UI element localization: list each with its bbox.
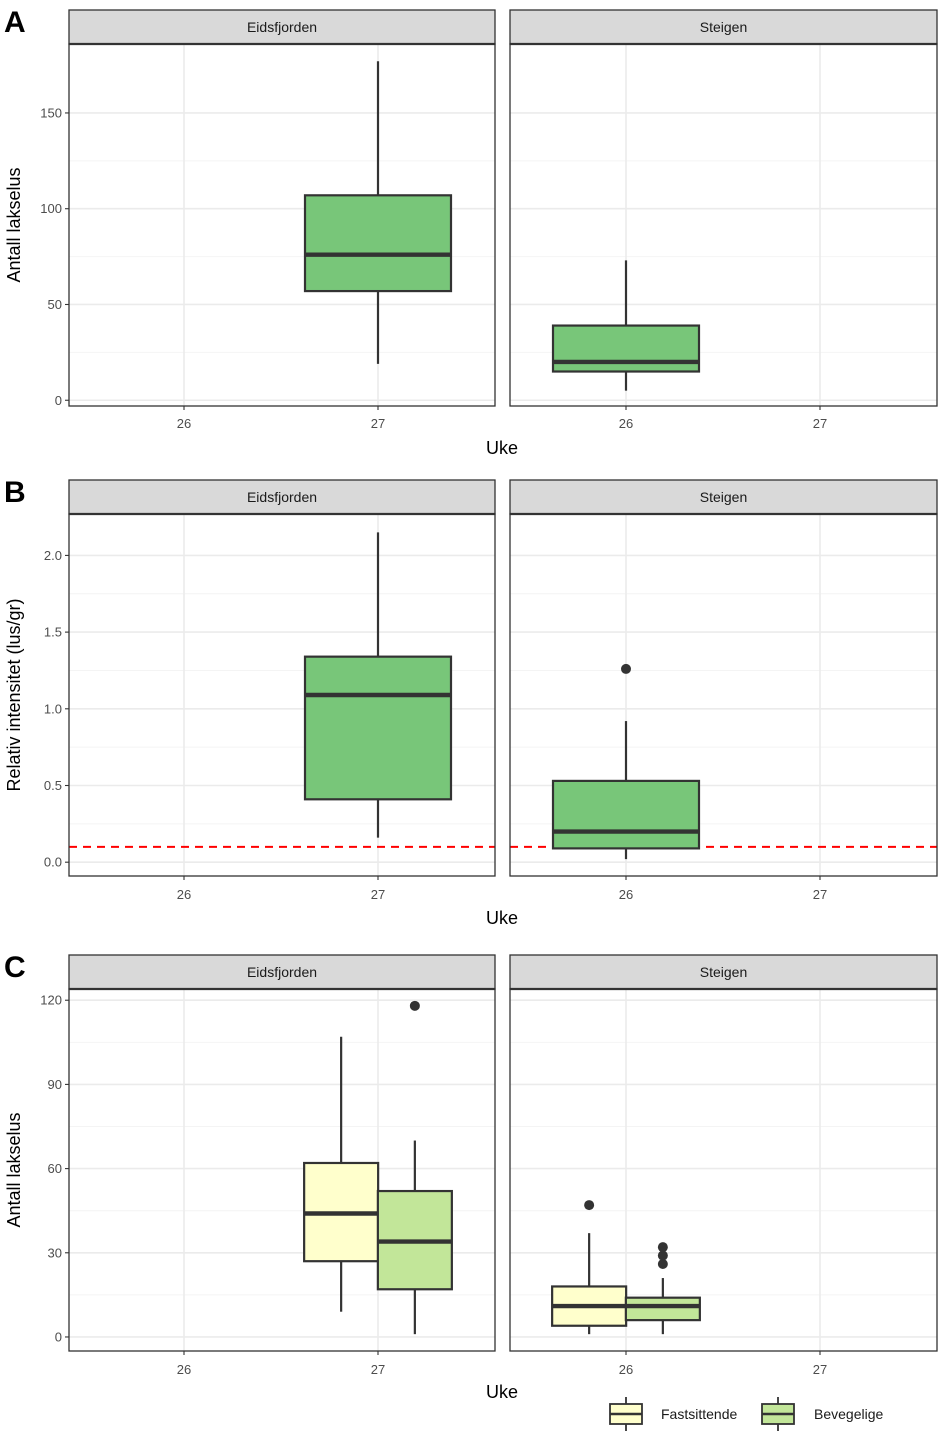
x-tick-label: 27 bbox=[371, 887, 385, 902]
y-axis-title: Antall lakselus bbox=[4, 167, 24, 282]
panel-background bbox=[69, 989, 495, 1351]
y-tick-label: 50 bbox=[48, 297, 62, 312]
y-tick-label: 120 bbox=[40, 993, 62, 1008]
box bbox=[624, 1296, 701, 1322]
facet-title: Eidsfjorden bbox=[247, 19, 317, 35]
x-tick-label: 26 bbox=[619, 1362, 633, 1377]
x-tick-label: 27 bbox=[813, 887, 827, 902]
legend-label: Bevegelige bbox=[814, 1406, 883, 1422]
x-tick-label: 27 bbox=[813, 416, 827, 431]
x-tick-label: 27 bbox=[371, 1362, 385, 1377]
box bbox=[303, 194, 453, 293]
outlier-point bbox=[409, 1000, 420, 1011]
facet-title: Steigen bbox=[700, 964, 747, 980]
facet-strip bbox=[509, 9, 938, 45]
outlier-point bbox=[584, 1200, 595, 1211]
facet-title: Eidsfjorden bbox=[247, 964, 317, 980]
box bbox=[551, 324, 701, 373]
x-axis-title: Uke bbox=[486, 1382, 518, 1402]
x-axis-title: Uke bbox=[486, 438, 518, 458]
y-tick-label: 100 bbox=[40, 201, 62, 216]
facet-strip bbox=[509, 954, 938, 990]
x-tick-label: 26 bbox=[619, 887, 633, 902]
y-tick-label: 1.0 bbox=[44, 701, 62, 716]
box bbox=[551, 779, 701, 850]
x-tick-label: 26 bbox=[177, 1362, 191, 1377]
box bbox=[303, 655, 453, 801]
facet-strip bbox=[68, 9, 496, 45]
y-tick-label: 0.0 bbox=[44, 855, 62, 870]
x-axis-title: Uke bbox=[486, 908, 518, 928]
outlier-point bbox=[657, 1259, 668, 1270]
y-tick-label: 90 bbox=[48, 1077, 62, 1092]
y-tick-label: 60 bbox=[48, 1161, 62, 1176]
panel-letter: B bbox=[4, 476, 26, 509]
x-tick-label: 27 bbox=[813, 1362, 827, 1377]
facet-strip bbox=[68, 479, 496, 515]
y-tick-label: 0 bbox=[55, 393, 62, 408]
outlier-point bbox=[657, 1250, 668, 1261]
y-tick-label: 30 bbox=[48, 1245, 62, 1260]
y-tick-label: 1.5 bbox=[44, 625, 62, 640]
y-tick-label: 2.0 bbox=[44, 548, 62, 563]
panel-letter: C bbox=[4, 951, 26, 984]
facet-title: Steigen bbox=[700, 489, 747, 505]
y-tick-label: 150 bbox=[40, 105, 62, 120]
facet-strip bbox=[509, 479, 938, 515]
y-axis-title: Antall lakselus bbox=[4, 1112, 24, 1227]
y-axis-title: Relativ intensitet (lus/gr) bbox=[4, 598, 24, 791]
facet-title: Steigen bbox=[700, 19, 747, 35]
facet-title: Eidsfjorden bbox=[247, 489, 317, 505]
outlier-point bbox=[621, 663, 631, 674]
x-tick-label: 26 bbox=[177, 887, 191, 902]
outlier-point bbox=[657, 1242, 668, 1253]
y-tick-label: 0.5 bbox=[44, 778, 62, 793]
x-tick-label: 27 bbox=[371, 416, 385, 431]
legend-label: Fastsittende bbox=[661, 1406, 737, 1422]
x-tick-label: 26 bbox=[177, 416, 191, 431]
x-tick-label: 26 bbox=[619, 416, 633, 431]
y-tick-label: 0 bbox=[55, 1329, 62, 1344]
panel-letter: A bbox=[4, 6, 26, 39]
